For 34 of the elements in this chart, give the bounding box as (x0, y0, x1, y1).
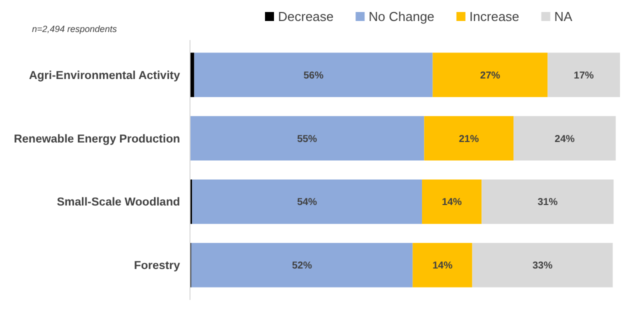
y-tick-label: Agri-Environmental Activity (28, 70, 181, 82)
data-label: 21% (458, 134, 479, 145)
bar (194, 52, 433, 98)
bar (472, 242, 613, 288)
data-label: 14% (432, 260, 453, 272)
bar (424, 116, 514, 160)
data-label: 27% (480, 70, 500, 82)
data-label: 33% (532, 260, 553, 272)
y-tick-label: Renewable Energy Production (14, 133, 180, 146)
data-label: 54% (297, 197, 318, 208)
data-label: 52% (292, 260, 312, 272)
bar (432, 52, 548, 98)
data-label: 17% (574, 70, 594, 82)
bar (482, 180, 614, 224)
bar (422, 180, 482, 224)
bar (191, 242, 413, 288)
bar (192, 180, 422, 224)
legend-label: Increase (469, 9, 520, 24)
bar (190, 52, 194, 98)
data-label: 31% (538, 197, 558, 208)
legend-label: Decrease (278, 9, 334, 24)
bar (548, 52, 620, 98)
data-label: 55% (297, 134, 318, 145)
bar (514, 116, 616, 160)
bar (412, 242, 472, 288)
data-label: 56% (303, 70, 324, 82)
legend-label: NA (554, 9, 573, 24)
text: n=2,494 respondents (32, 24, 118, 34)
legend-label: No Change (368, 9, 434, 24)
y-tick-label: Small-Scale Woodland (56, 196, 180, 209)
data-label: 14% (442, 197, 462, 208)
y-tick-label: Forestry (134, 260, 181, 272)
data-label: 24% (554, 134, 575, 145)
bar (190, 116, 424, 160)
